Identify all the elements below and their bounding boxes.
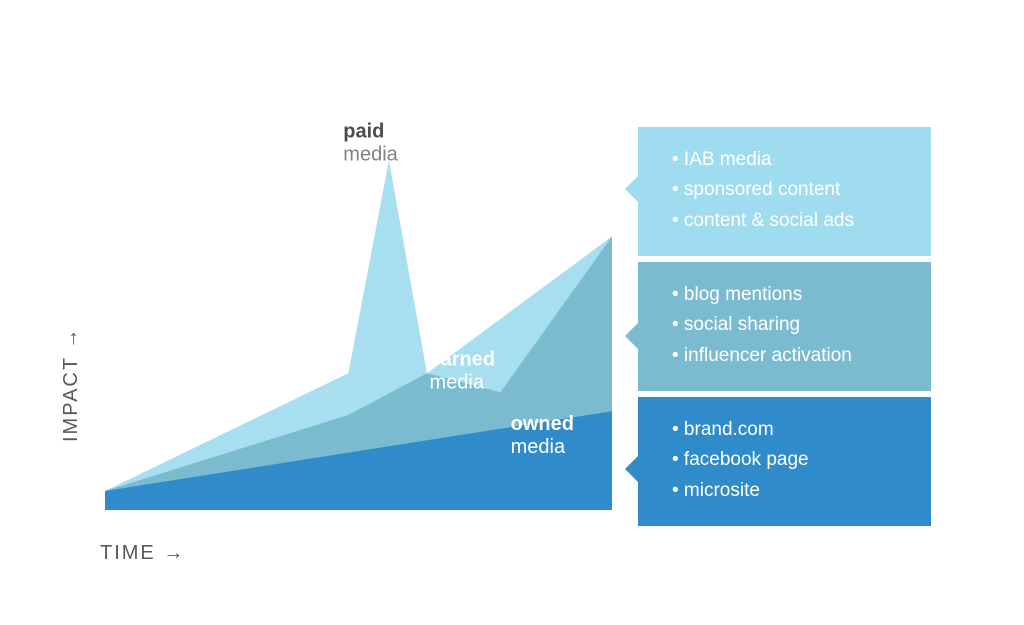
legend-item: • brand.com [672,415,909,445]
legend-notch-paid [625,175,639,203]
legend-earned: • blog mentions• social sharing• influen… [638,262,931,391]
legend-notch-owned [625,455,639,483]
arrow-right-icon: → [163,542,185,564]
legend-item: • social sharing [672,310,909,340]
legend-item: • blog mentions [672,280,909,310]
legend-item: • facebook page [672,445,909,475]
legend-item: • sponsored content [672,175,909,205]
arrow-up-icon: → [60,327,82,349]
legend-item: • IAB media [672,145,909,175]
legend-owned: • brand.com• facebook page• microsite [638,397,931,526]
x-axis-label: TIME → [100,542,185,565]
legend-item: • microsite [672,476,909,506]
legend-notch-earned [625,322,639,350]
y-axis-label: IMPACT → [60,327,83,442]
legend-item: • influencer activation [672,341,909,371]
legend-item: • content & social ads [672,206,909,236]
series-label-paid: paidmedia [343,121,398,166]
legend-paid: • IAB media• sponsored content• content … [638,127,931,256]
series-label-owned: ownedmedia [511,413,574,458]
